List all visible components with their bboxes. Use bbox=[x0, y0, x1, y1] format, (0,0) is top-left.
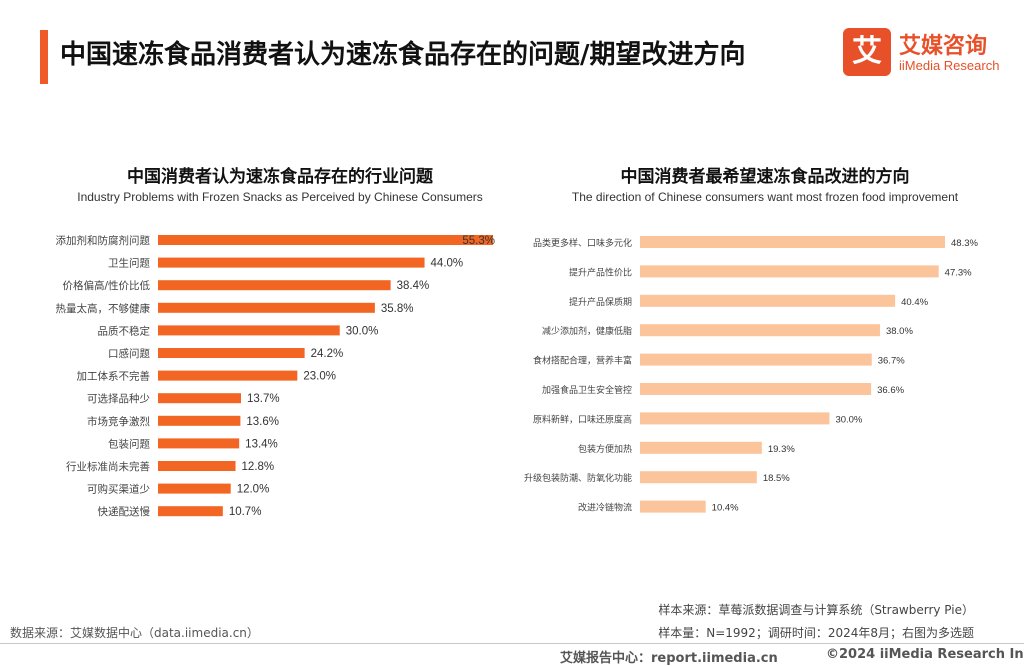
left-bar bbox=[158, 257, 425, 268]
right-category-label: 品类更多样、口味多元化 bbox=[533, 237, 632, 249]
left-bar bbox=[158, 393, 241, 404]
right-bar bbox=[640, 265, 939, 278]
right-value-label: 10.4% bbox=[712, 503, 739, 514]
right-bar bbox=[640, 236, 945, 248]
left-bar bbox=[158, 348, 305, 358]
right-value-label: 19.3% bbox=[768, 444, 795, 455]
left-category-label: 可选择品种少 bbox=[87, 392, 150, 405]
sample-source-note: 样本来源：草莓派数据调查与计算系统（Strawberry Pie） bbox=[658, 603, 974, 617]
bottom-bar: 艾媒报告中心：report.iimedia.cn ©2024 iiMedia R… bbox=[0, 645, 1024, 666]
right-bar bbox=[640, 412, 830, 425]
left-bar bbox=[158, 438, 240, 449]
left-category-label: 包装问题 bbox=[108, 437, 150, 450]
left-chart-title: 中国消费者认为速冻食品存在的行业问题 bbox=[127, 167, 433, 187]
left-bar bbox=[158, 280, 391, 291]
right-category-label: 减少添加剂，健康低脂 bbox=[542, 325, 632, 337]
left-bar bbox=[158, 415, 241, 426]
left-value-label: 38.4% bbox=[397, 280, 430, 292]
copyright-text: ©2024 iiMedia Research Inc bbox=[826, 647, 1024, 662]
left-value-label: 13.4% bbox=[245, 438, 278, 450]
left-bar bbox=[158, 461, 236, 471]
right-bar bbox=[640, 353, 872, 366]
left-category-label: 加工体系不完善 bbox=[77, 370, 151, 383]
left-category-label: 热量太高，不够健康 bbox=[56, 302, 151, 315]
right-bar bbox=[640, 500, 706, 513]
left-value-label: 35.8% bbox=[381, 303, 414, 315]
left-value-label: 10.7% bbox=[229, 506, 262, 518]
right-category-label: 加强食品卫生安全管控 bbox=[542, 384, 632, 396]
right-value-label: 30.0% bbox=[835, 414, 862, 425]
right-chart-title: 中国消费者最希望速冻食品改进的方向 bbox=[620, 167, 910, 187]
right-value-label: 47.3% bbox=[945, 267, 972, 278]
right-value-label: 36.7% bbox=[878, 356, 905, 367]
right-value-label: 18.5% bbox=[763, 473, 790, 484]
right-value-label: 40.4% bbox=[901, 297, 928, 308]
right-category-label: 食材搭配合理，营养丰富 bbox=[533, 355, 632, 367]
left-value-label: 12.0% bbox=[237, 484, 270, 496]
logo-name-cn: 艾媒咨询 bbox=[899, 34, 988, 59]
left-category-label: 添加剂和防腐剂问题 bbox=[56, 234, 151, 247]
left-bar bbox=[158, 325, 340, 336]
left-value-label: 13.7% bbox=[247, 393, 280, 405]
right-value-label: 38.0% bbox=[886, 326, 913, 337]
right-category-label: 原料新鲜，口味还原度高 bbox=[533, 413, 632, 425]
right-value-label: 36.6% bbox=[877, 385, 904, 396]
left-bar bbox=[158, 506, 223, 517]
right-bar bbox=[640, 294, 896, 307]
left-value-label: 12.8% bbox=[242, 461, 275, 473]
left-value-label: 30.0% bbox=[346, 325, 379, 337]
left-category-label: 快递配送慢 bbox=[98, 505, 151, 518]
right-category-label: 提升产品性价比 bbox=[569, 266, 632, 278]
left-bar bbox=[158, 302, 375, 313]
right-bar bbox=[640, 441, 762, 454]
title-accent-bar bbox=[40, 30, 48, 84]
left-category-label: 行业标准尚未完善 bbox=[66, 460, 150, 473]
iimedia-logo: 艾 艾媒咨询 iiMedia Research bbox=[843, 28, 1013, 78]
right-bar bbox=[640, 383, 872, 395]
right-bar bbox=[640, 471, 757, 484]
left-bar bbox=[158, 235, 493, 245]
left-category-label: 可购买渠道少 bbox=[87, 483, 150, 496]
left-category-label: 市场竞争激烈 bbox=[87, 415, 150, 428]
right-chart-subtitle: The direction of Chinese consumers want … bbox=[571, 190, 959, 204]
footer-divider bbox=[0, 643, 1024, 644]
left-category-label: 品质不稳定 bbox=[98, 324, 151, 337]
sample-info-note: 样本量：N=1992；调研时间：2024年8月；右图为多选题 bbox=[658, 626, 974, 640]
left-bar bbox=[158, 370, 298, 381]
left-value-label: 44.0% bbox=[431, 258, 464, 270]
logo-name-en: iiMedia Research bbox=[899, 58, 1000, 73]
right-value-label: 48.3% bbox=[951, 238, 978, 249]
right-category-label: 包装方便加热 bbox=[578, 443, 632, 455]
left-value-label: 13.6% bbox=[246, 416, 279, 428]
left-bar bbox=[158, 483, 231, 494]
left-category-label: 卫生问题 bbox=[108, 257, 150, 270]
report-center-link[interactable]: 艾媒报告中心：report.iimedia.cn bbox=[560, 651, 778, 666]
left-value-label: 55.3% bbox=[462, 235, 495, 247]
left-category-label: 价格偏高/性价比低 bbox=[62, 279, 150, 292]
left-chart-subtitle: Industry Problems with Frozen Snacks as … bbox=[77, 190, 483, 204]
right-bar bbox=[640, 324, 880, 337]
right-category-label: 改进冷链物流 bbox=[578, 502, 632, 514]
page-title: 中国速冻食品消费者认为速冻食品存在的问题/期望改进方向 bbox=[60, 40, 746, 70]
logo-mark: 艾 bbox=[843, 28, 891, 76]
data-source-note: 数据来源：艾媒数据中心（data.iimedia.cn） bbox=[10, 626, 259, 640]
left-value-label: 23.0% bbox=[303, 371, 336, 383]
right-category-label: 升级包装防潮、防氧化功能 bbox=[524, 472, 632, 484]
left-category-label: 口感问题 bbox=[108, 347, 150, 360]
left-value-label: 24.2% bbox=[311, 348, 344, 360]
right-category-label: 提升产品保质期 bbox=[569, 296, 632, 308]
